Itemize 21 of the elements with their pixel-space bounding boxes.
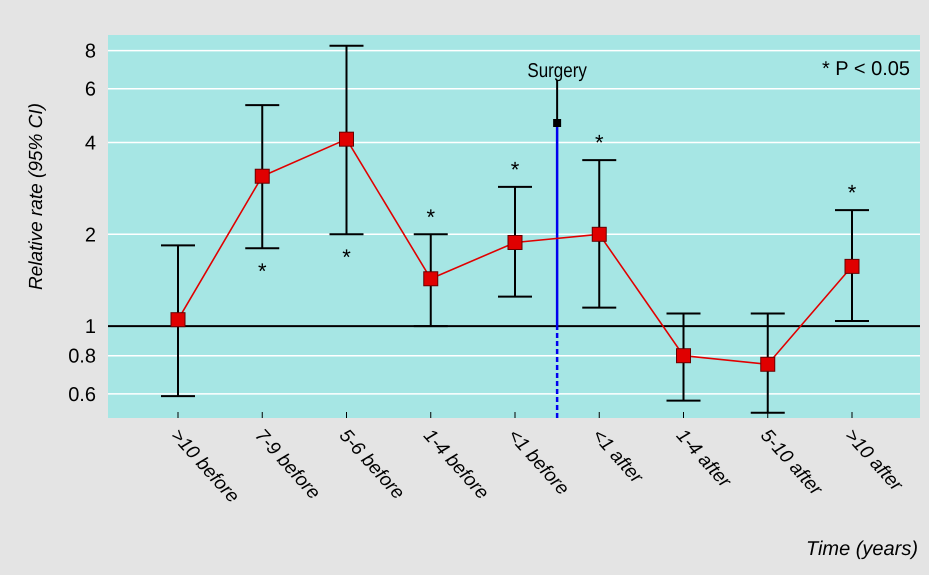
annotation: * P < 0.05	[822, 58, 910, 80]
y-tick-label: 1	[84, 316, 96, 338]
x-tick-label: <1 after	[588, 425, 648, 488]
y-tick-label: 0.6	[68, 384, 96, 406]
annotation: Surgery	[527, 58, 588, 82]
x-tick-label: 5-10 after	[756, 425, 827, 500]
y-axis-title: Relative rate (95% CI)	[26, 103, 47, 290]
y-tick-label: 4	[84, 132, 96, 154]
x-tick-label: 1-4 after	[672, 425, 736, 492]
x-tick-label: >10 after	[840, 425, 907, 496]
annotation: *	[848, 180, 857, 206]
annotation: *	[594, 130, 604, 156]
y-tick-label: 0.8	[68, 346, 96, 368]
annotation: *	[258, 258, 267, 284]
annotation: *	[342, 244, 352, 270]
annotation: *	[510, 156, 520, 182]
annotation: *	[426, 204, 436, 230]
y-tick-label: 2	[84, 224, 96, 246]
y-tick-label: 8	[84, 40, 96, 63]
y-tick-label: 6	[84, 78, 96, 101]
x-axis-title: Time (years)	[806, 538, 918, 560]
